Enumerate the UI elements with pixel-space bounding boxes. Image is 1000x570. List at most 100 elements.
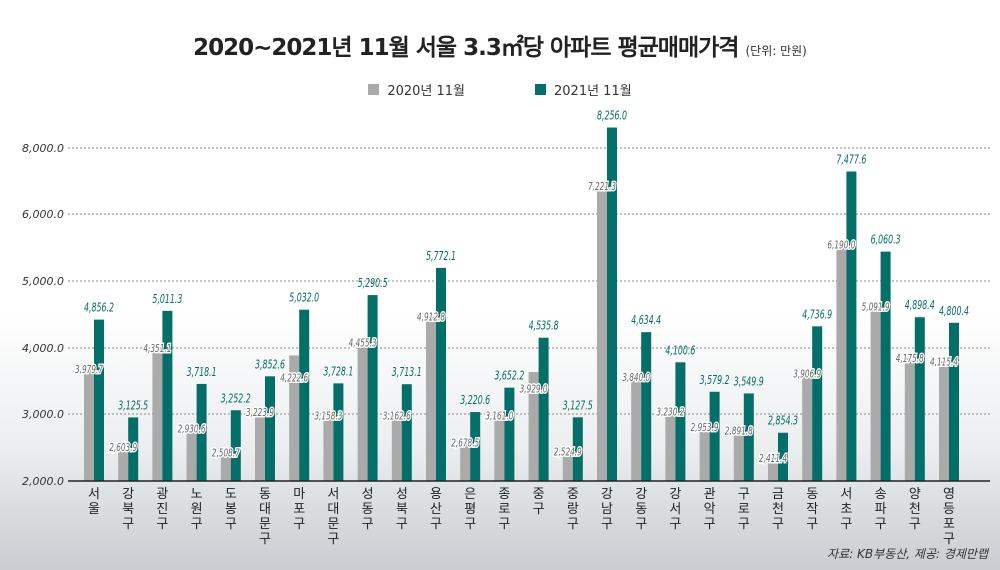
bar: [538, 337, 549, 481]
bar: [607, 127, 617, 481]
bar: [255, 411, 265, 481]
y-tick-label: 5,000.0: [22, 275, 64, 288]
bar: [768, 457, 778, 481]
data-label: 4,800.4: [939, 304, 969, 318]
data-label: 3,220.6: [460, 393, 490, 407]
x-tick-label: 대: [327, 502, 339, 517]
bar: [299, 309, 310, 481]
bar: [289, 355, 300, 481]
x-tick-label: 구: [669, 517, 681, 532]
data-label: 4,115.4: [930, 356, 958, 368]
x-tick-label: 구: [909, 517, 921, 532]
legend: 2020년 11월 2021년 11월: [0, 80, 1000, 99]
data-label: 5,011.3: [152, 292, 182, 306]
legend-item-2021: 2021년 11월: [535, 80, 632, 99]
data-label: 3,579.2: [700, 373, 730, 387]
bar: [357, 342, 368, 481]
x-tick-label: 강: [669, 487, 681, 502]
bar: [186, 428, 197, 481]
x-tick-label: 서: [88, 487, 100, 502]
x-tick-label: 등: [943, 502, 955, 517]
y-tick-label: 2,000.0: [22, 475, 64, 488]
x-tick-label: 파: [875, 502, 887, 517]
data-label: 3,713.1: [392, 365, 422, 379]
data-label: 3,979.7: [75, 364, 103, 376]
data-label: 3,852.6: [255, 357, 285, 371]
x-tick-label: 서: [327, 487, 339, 502]
legend-swatch-2021: [535, 84, 546, 95]
x-tick-label: 은: [464, 487, 476, 502]
data-label: 3,906.9: [793, 368, 821, 380]
x-tick-label: 남: [601, 502, 613, 517]
data-label: 3,252.2: [221, 391, 251, 405]
bar: [743, 393, 754, 481]
x-tick-label: 중: [567, 487, 579, 502]
x-tick-label: 구: [430, 517, 442, 532]
data-label: 3,125.5: [118, 398, 148, 412]
x-tick-label: 동: [362, 502, 374, 517]
bar: [709, 391, 720, 481]
x-tick-label: 서: [840, 487, 852, 502]
bar: [426, 316, 436, 481]
x-tick-label: 북: [122, 502, 134, 517]
data-label: 3,158.3: [314, 411, 342, 423]
data-label: 2,508.7: [212, 447, 240, 459]
data-label: 2,891.8: [725, 426, 753, 438]
x-tick-label: 성: [396, 487, 408, 502]
x-tick-label: 구: [601, 517, 613, 532]
x-tick-label: 진: [156, 502, 168, 517]
x-tick-label: 종: [498, 487, 510, 502]
source-note: 자료: KB부동산, 제공: 경제만랩: [827, 547, 988, 561]
x-tick-label: 구: [533, 502, 545, 517]
data-label: 4,856.2: [84, 301, 114, 315]
bar: [778, 432, 788, 481]
bar: [230, 410, 241, 481]
x-tick-label: 원: [191, 502, 203, 517]
x-tick-label: 구: [225, 517, 237, 532]
bar: [836, 244, 847, 481]
data-label: 3,223.9: [246, 407, 274, 419]
legend-label-2020: 2020년 11월: [387, 84, 465, 99]
data-label: 3,127.5: [563, 398, 593, 412]
x-tick-label: 구: [840, 517, 852, 532]
bar: [118, 446, 129, 481]
x-tick-label: 울: [88, 502, 100, 517]
x-tick-label: 강: [122, 487, 134, 502]
x-tick-label: 구: [464, 517, 476, 532]
x-tick-label: 문: [327, 517, 339, 532]
bar: [733, 430, 744, 481]
bar: [504, 387, 515, 481]
x-tick-label: 서: [669, 502, 681, 517]
chart-title: 2020~2021년 11월 서울 3.3㎡당 아파트 평균매매가격 (단위: …: [0, 28, 1000, 62]
data-label: 4,175.8: [896, 353, 924, 365]
data-label: 2,603.9: [109, 442, 137, 454]
bar: [323, 415, 334, 481]
x-tick-label: 구: [498, 517, 510, 532]
legend-swatch-2020: [368, 84, 380, 95]
bar: [846, 171, 857, 481]
data-label: 4,898.4: [905, 298, 935, 312]
data-label: 4,222.6: [280, 372, 308, 384]
x-tick-label: 문: [259, 517, 271, 532]
bar: [949, 322, 959, 481]
data-label: 2,953.9: [691, 422, 719, 434]
data-label: 3,230.2: [656, 406, 684, 418]
x-tick-label: 악: [704, 502, 716, 517]
data-label: 2,854.3: [768, 414, 798, 428]
bar: [367, 295, 378, 481]
data-label: 4,535.8: [529, 319, 559, 333]
data-label: 4,736.9: [802, 307, 832, 321]
bar: [162, 310, 173, 481]
bar: [494, 415, 505, 481]
bar: [436, 267, 446, 481]
bar: [631, 377, 642, 481]
x-tick-label: 포: [293, 502, 305, 517]
bar: [904, 358, 915, 481]
bar: [870, 306, 881, 481]
x-tick-label: 송: [875, 487, 887, 502]
data-label: 3,718.1: [187, 365, 217, 379]
x-tick-label: 관: [704, 487, 716, 502]
y-tick-label: 6,000.0: [22, 208, 64, 221]
x-tick-label: 구: [738, 487, 750, 502]
data-label: 3,652.2: [494, 369, 524, 383]
